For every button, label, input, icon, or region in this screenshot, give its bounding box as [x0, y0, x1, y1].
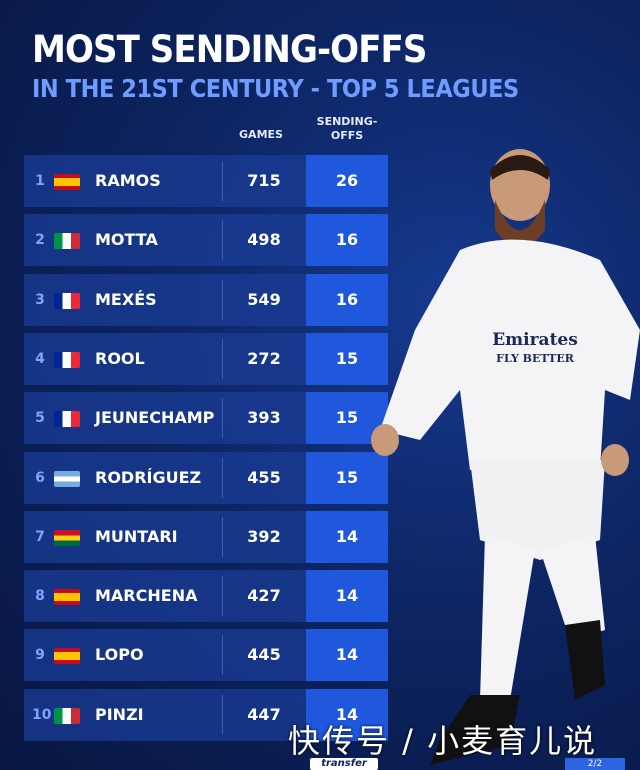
sending-offs-highlight — [306, 629, 388, 682]
sending-offs-value: 15 — [335, 348, 359, 368]
table-row: 10 PINZI 447 14 — [24, 688, 388, 741]
rank: 5 — [35, 410, 45, 427]
column-divider — [222, 457, 223, 498]
table-row: 6 RODRÍGUEZ 455 15 — [24, 451, 388, 504]
sending-offs-value: 14 — [335, 645, 359, 665]
table-row: 5 JEUNECHAMP 393 15 — [24, 392, 388, 445]
sending-offs-highlight — [306, 510, 388, 563]
spain-flag-icon — [54, 174, 80, 190]
page-indicator: 2/2 — [565, 758, 625, 770]
sending-offs-highlight — [306, 332, 388, 385]
player-name: RODRÍGUEZ — [95, 467, 202, 487]
table-row: 4 ROOL 272 15 — [24, 332, 388, 385]
games-value: 498 — [247, 230, 281, 250]
sending-offs-highlight — [306, 688, 388, 741]
shirt-sponsor: Emirates — [492, 330, 578, 350]
sending-offs-highlight — [306, 214, 388, 267]
sending-offs-value: 26 — [335, 171, 359, 190]
argentina-flag-icon — [54, 470, 80, 487]
sending-offs-value: 16 — [335, 289, 359, 309]
header-games: GAMES — [239, 128, 283, 141]
games-value: 393 — [247, 408, 281, 428]
games-value: 392 — [247, 526, 281, 546]
rank: 9 — [35, 647, 45, 664]
games-value: 715 — [247, 171, 281, 190]
player-name: JEUNECHAMP — [95, 408, 215, 428]
rank: 10 — [32, 706, 52, 723]
sending-offs-value: 15 — [335, 467, 359, 487]
header-sending-offs-line1: SENDING- — [316, 115, 378, 128]
games-value: 445 — [247, 645, 281, 665]
player-name: MUNTARI — [95, 526, 178, 546]
page-subtitle: IN THE 21ST CENTURY - TOP 5 LEAGUES — [32, 74, 519, 103]
games-value: 455 — [247, 467, 281, 487]
france-flag-icon — [54, 411, 80, 428]
rank: 8 — [35, 588, 45, 605]
player-name: RAMOS — [95, 171, 161, 190]
sending-offs-highlight — [306, 451, 388, 504]
sending-offs-highlight — [306, 155, 388, 207]
table-row: 3 MEXÉS 549 16 — [24, 273, 388, 326]
sending-offs-value: 14 — [335, 704, 359, 724]
rank: 3 — [35, 291, 45, 308]
shirt-tagline: FLY BETTER — [496, 352, 575, 365]
watermark: 快传号 / 小麦育儿说 — [288, 722, 598, 760]
page-title: MOST SENDING-OFFS — [32, 28, 427, 71]
rank: 6 — [35, 469, 45, 486]
column-divider — [222, 694, 223, 735]
table-row: 7 MUNTARI 392 14 — [24, 510, 388, 563]
table-row: 1 RAMOS 715 26 — [24, 155, 388, 207]
sending-offs-value: 15 — [335, 408, 359, 428]
sending-offs-value: 16 — [335, 230, 359, 250]
spain-flag-icon — [54, 648, 80, 665]
player-name: PINZI — [95, 704, 144, 724]
rank: 2 — [35, 232, 45, 249]
column-divider — [222, 338, 223, 379]
games-value: 549 — [247, 289, 281, 309]
france-flag-icon — [54, 351, 80, 368]
games-value: 447 — [247, 704, 281, 724]
player-name: MEXÉS — [95, 289, 157, 309]
rank: 1 — [35, 173, 45, 189]
player-name: ROOL — [95, 348, 145, 368]
table-row: 9 LOPO 445 14 — [24, 629, 388, 682]
sending-offs-highlight — [306, 570, 388, 623]
italy-flag-icon — [54, 707, 80, 724]
player-photo: Emirates FLY BETTER — [371, 149, 640, 765]
rank: 7 — [35, 528, 45, 545]
column-divider — [222, 220, 223, 261]
column-divider — [222, 576, 223, 617]
header-sending-offs-line2: OFFS — [330, 129, 364, 142]
player-name: MARCHENA — [95, 586, 198, 606]
sending-offs-value: 14 — [335, 526, 359, 546]
column-divider — [222, 279, 223, 320]
player-name: LOPO — [95, 645, 144, 665]
transfer-logo: transfer — [310, 758, 378, 770]
table-row: 2 MOTTA 498 16 — [24, 214, 388, 267]
sending-offs-value: 14 — [335, 586, 359, 606]
column-divider — [222, 635, 223, 676]
ghana-flag-icon — [54, 529, 80, 546]
player-name: MOTTA — [95, 230, 158, 250]
header-sending-offs: SENDING- OFFS — [306, 115, 388, 143]
rank: 4 — [35, 350, 45, 367]
table-row: 8 MARCHENA 427 14 — [24, 570, 388, 623]
sending-offs-highlight — [306, 273, 388, 326]
italy-flag-icon — [54, 233, 80, 250]
column-divider — [222, 516, 223, 557]
games-value: 427 — [247, 586, 281, 606]
column-divider — [222, 398, 223, 439]
france-flag-icon — [54, 292, 80, 309]
games-value: 272 — [247, 348, 281, 368]
column-divider — [222, 161, 223, 201]
spain-flag-icon — [54, 589, 80, 606]
